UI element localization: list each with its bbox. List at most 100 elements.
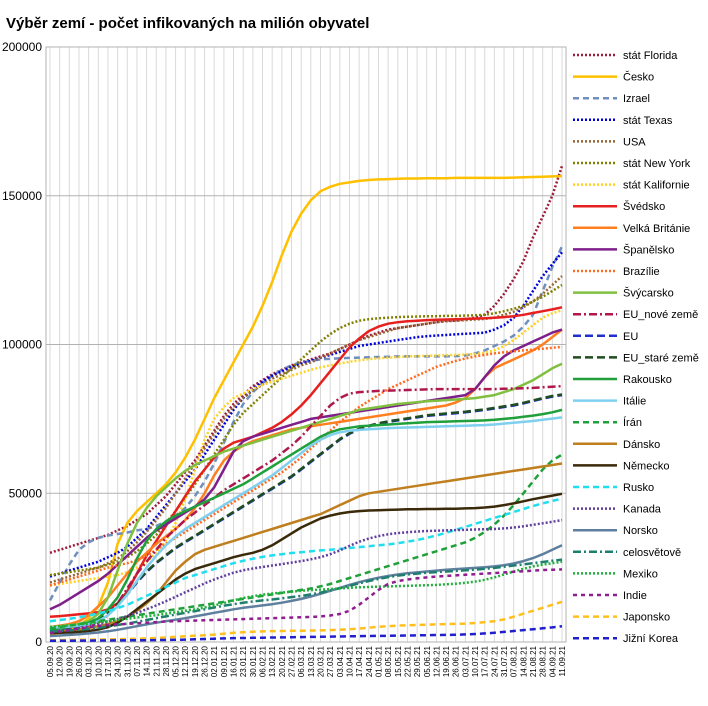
x-tick-label: 26.09.20 — [75, 645, 84, 677]
chart-title: Výběr zemí - počet infikovaných na milió… — [6, 15, 369, 32]
series-line — [49, 251, 563, 578]
x-tick-label: 14.11.20 — [143, 645, 152, 676]
x-tick-label: 11.09.21 — [558, 645, 567, 676]
series-line — [49, 568, 563, 635]
x-tick-label: 05.09.20 — [46, 645, 55, 677]
series-line — [49, 174, 563, 636]
legend-label: Španělsko — [623, 243, 674, 256]
x-tick-label: 20.03.21 — [316, 645, 325, 677]
legend-label: Velká Británie — [623, 223, 690, 235]
x-tick-label: 17.10.20 — [104, 645, 113, 677]
legend-label: stát Florida — [623, 50, 678, 62]
x-tick-label: 16.01.21 — [230, 645, 239, 677]
legend-label: stát Kalifornie — [623, 180, 690, 192]
legend-label: Norsko — [623, 525, 658, 537]
x-tick-label: 17.04.21 — [355, 645, 364, 677]
x-tick-label: 13.03.21 — [307, 645, 316, 677]
series-line — [49, 544, 563, 638]
x-tick-label: 01.05.21 — [374, 645, 383, 677]
y-tick-label: 0 — [35, 635, 42, 649]
x-tick-label: 10.07.21 — [471, 645, 480, 677]
x-tick-label: 03.04.21 — [336, 645, 345, 677]
x-tick-label: 17.07.21 — [481, 645, 490, 677]
y-tick-label: 50000 — [9, 486, 43, 500]
series-line — [49, 416, 563, 629]
x-tick-label: 29.05.21 — [413, 645, 422, 677]
x-tick-label: 06.03.21 — [297, 645, 306, 677]
x-tick-label: 31.10.20 — [123, 645, 132, 677]
legend-label: celosvětově — [623, 547, 681, 559]
legend-label: Česko — [623, 71, 654, 84]
x-tick-label: 07.11.20 — [133, 645, 142, 676]
x-tick-label: 04.09.21 — [548, 645, 557, 677]
legend-label: Brazílie — [623, 266, 660, 278]
x-tick-label: 06.02.21 — [259, 645, 268, 677]
x-tick-label: 26.12.20 — [201, 645, 210, 677]
y-axis: 0 50000 100000 150000 200000 — [2, 40, 42, 649]
legend-label: Mexiko — [623, 568, 658, 580]
x-tick-label: 07.08.21 — [510, 645, 519, 677]
y-tick-label: 150000 — [2, 189, 42, 203]
x-tick-label: 19.06.21 — [442, 645, 451, 677]
x-tick-label: 28.08.21 — [539, 645, 548, 677]
legend-label: Japonsko — [623, 612, 670, 624]
x-tick-label: 09.01.21 — [220, 645, 229, 677]
legend-label: Írán — [623, 416, 642, 429]
series-line — [49, 558, 563, 633]
x-tick-label: 30.01.21 — [249, 645, 258, 677]
series-line — [49, 408, 563, 632]
x-tick-label: 19.12.20 — [191, 645, 200, 677]
series-line — [49, 283, 563, 577]
y-tick-label: 100000 — [2, 338, 42, 352]
series-line — [49, 328, 563, 611]
legend-label: Jižní Korea — [623, 633, 679, 645]
legend-label: stát Texas — [623, 115, 673, 127]
series-line — [49, 306, 563, 618]
series-line — [49, 560, 563, 629]
x-tick-label: 02.01.21 — [210, 645, 219, 677]
x-tick-label: 08.05.21 — [384, 645, 393, 677]
x-tick-label: 26.06.21 — [452, 645, 461, 677]
x-tick-label: 10.10.20 — [94, 645, 103, 677]
y-tick-label: 200000 — [2, 40, 42, 54]
x-tick-label: 24.04.21 — [365, 645, 374, 677]
x-tick-label: 03.10.20 — [85, 645, 94, 677]
legend-label: Rakousko — [623, 374, 672, 386]
x-tick-label: 24.07.21 — [490, 645, 499, 677]
legend-label: stát New York — [623, 158, 691, 170]
x-tick-label: 05.12.20 — [172, 645, 181, 677]
x-tick-label: 03.07.21 — [461, 645, 470, 677]
series-line — [49, 362, 563, 629]
x-tick-label: 14.08.21 — [519, 645, 528, 677]
x-tick-label: 22.05.21 — [403, 645, 412, 677]
legend-label: EU_nové země — [623, 309, 698, 321]
x-tick-label: 15.05.21 — [394, 645, 403, 677]
x-tick-label: 12.12.20 — [181, 645, 190, 677]
legend-label: Německo — [623, 460, 669, 472]
x-tick-label: 19.09.20 — [65, 645, 74, 677]
x-tick-label: 31.07.21 — [500, 645, 509, 677]
legend-label: Dánsko — [623, 439, 660, 451]
legend: stát Florida Česko Izrael stát Texas USA stát… — [573, 50, 699, 645]
series-line — [49, 275, 563, 584]
series-line — [49, 165, 564, 554]
legend-label: USA — [623, 136, 646, 148]
x-tick-label: 13.02.21 — [268, 645, 277, 677]
legend-label: Švýcarsko — [623, 287, 674, 300]
x-tick-label: 12.09.20 — [56, 645, 65, 677]
legend-label: Indie — [623, 590, 647, 602]
legend-label: Kanada — [623, 504, 662, 516]
x-tick-label: 24.10.20 — [114, 645, 123, 677]
x-axis: 05.09.20 12.09.20 19.09.20 26.09.20 03.10.20… — [46, 645, 567, 677]
series-line — [49, 497, 563, 623]
x-tick-label: 21.11.20 — [152, 645, 161, 676]
legend-label: Itálie — [623, 396, 646, 408]
x-tick-label: 23.01.21 — [239, 645, 248, 677]
x-tick-label: 12.06.21 — [432, 645, 441, 677]
x-tick-label: 20.02.21 — [278, 645, 287, 677]
x-tick-label: 05.06.21 — [423, 645, 432, 677]
x-tick-label: 28.11.20 — [162, 645, 171, 676]
legend-label: Rusko — [623, 482, 654, 494]
legend-label: Švédsko — [623, 200, 665, 213]
